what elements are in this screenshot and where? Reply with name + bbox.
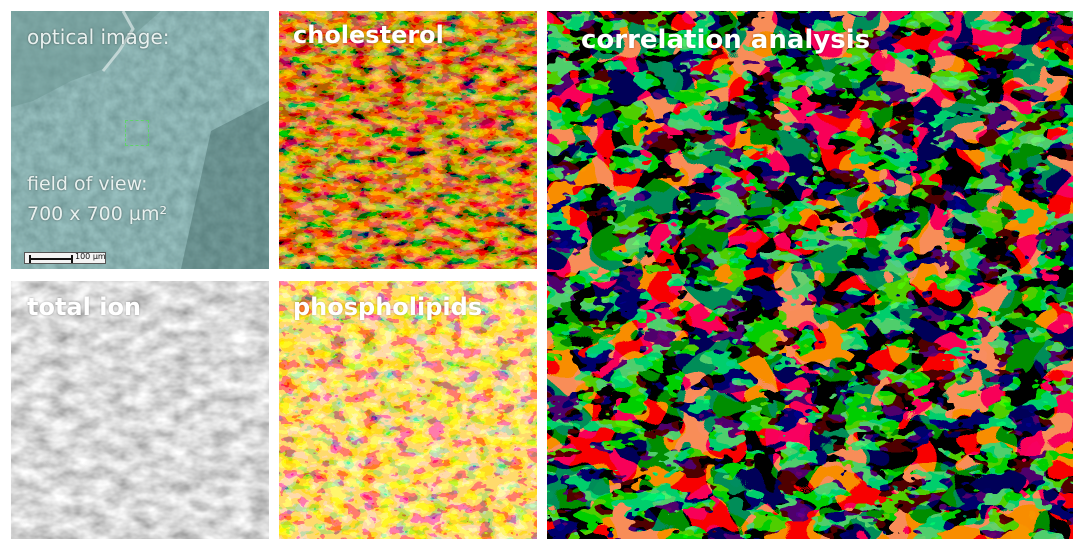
optical-image (11, 11, 269, 269)
field-of-view-value: 700 x 700 µm² (27, 203, 168, 225)
cholesterol-image (279, 11, 537, 269)
phospholipids-panel: phospholipids (279, 281, 537, 539)
correlation-analysis-image (547, 11, 1073, 539)
correlation-analysis-label: correlation analysis (581, 25, 871, 55)
roi-box (125, 120, 149, 146)
cholesterol-label: cholesterol (293, 21, 444, 49)
scale-bar: 100 µm (24, 252, 106, 264)
optical-image-label: optical image: (27, 25, 170, 49)
phospholipids-label: phospholipids (293, 293, 483, 321)
optical-image-panel: optical image: field of view: 700 x 700 … (11, 11, 269, 269)
field-of-view-label: field of view: (27, 173, 148, 195)
scale-bar-label: 100 µm (75, 252, 106, 261)
total-ion-label: total ion (27, 293, 142, 321)
cholesterol-panel: cholesterol (279, 11, 537, 269)
phospholipids-image (279, 281, 537, 539)
correlation-analysis-panel: correlation analysis (547, 11, 1073, 539)
total-ion-image (11, 281, 269, 539)
total-ion-panel: total ion (11, 281, 269, 539)
